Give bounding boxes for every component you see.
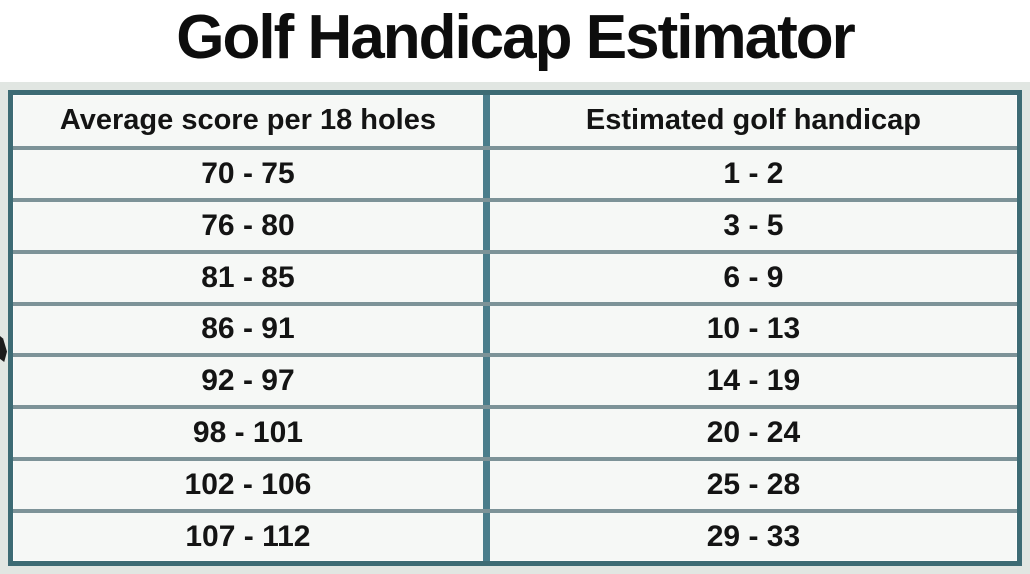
cell-handicap-range: 6 - 9 bbox=[723, 260, 784, 294]
cell-handicap-range: 10 - 13 bbox=[706, 312, 801, 346]
cell-score-range: 102 - 106 bbox=[13, 461, 490, 510]
table-row: 76 - 80 3 - 5 bbox=[13, 197, 1017, 250]
cell-score-range: 98 - 101 bbox=[13, 409, 490, 458]
cell-handicap-range: 3 - 5 bbox=[723, 208, 784, 242]
cell-score-range: 92 - 97 bbox=[13, 357, 490, 406]
cell-handicap-range: 25 - 28 bbox=[706, 468, 801, 502]
cell-score-range: 81 - 85 bbox=[13, 253, 490, 302]
table-row: 107 - 112 29 - 33 bbox=[13, 509, 1017, 562]
handicap-table: Average score per 18 holes Estimated gol… bbox=[8, 90, 1022, 566]
table-row: 92 - 97 14 - 19 bbox=[13, 353, 1017, 406]
table-row: 86 - 91 10 - 13 bbox=[13, 301, 1017, 354]
cell-score-range: 86 - 91 bbox=[13, 305, 490, 354]
cell-handicap-range: 14 - 19 bbox=[706, 364, 801, 398]
cell-handicap-range: 1 - 2 bbox=[723, 156, 784, 190]
table-row: 98 - 101 20 - 24 bbox=[13, 405, 1017, 458]
cell-score-range: 107 - 112 bbox=[13, 513, 490, 562]
table-row: 102 - 106 25 - 28 bbox=[13, 457, 1017, 510]
cell-score-range: 76 - 80 bbox=[13, 201, 490, 250]
header-cell-score: Average score per 18 holes bbox=[13, 95, 490, 146]
table-row: 70 - 75 1 - 2 bbox=[13, 145, 1017, 198]
cell-score-range: 70 - 75 bbox=[13, 149, 490, 198]
cell-handicap-range: 20 - 24 bbox=[706, 416, 801, 450]
page-title: Golf Handicap Estimator bbox=[176, 3, 855, 72]
cell-handicap-range: 29 - 33 bbox=[706, 520, 801, 554]
left-edge-artifact bbox=[0, 336, 7, 362]
table-row: 81 - 85 6 - 9 bbox=[13, 249, 1017, 302]
header-cell-handicap: Estimated golf handicap bbox=[585, 103, 922, 136]
table-header-row: Average score per 18 holes Estimated gol… bbox=[13, 95, 1017, 146]
